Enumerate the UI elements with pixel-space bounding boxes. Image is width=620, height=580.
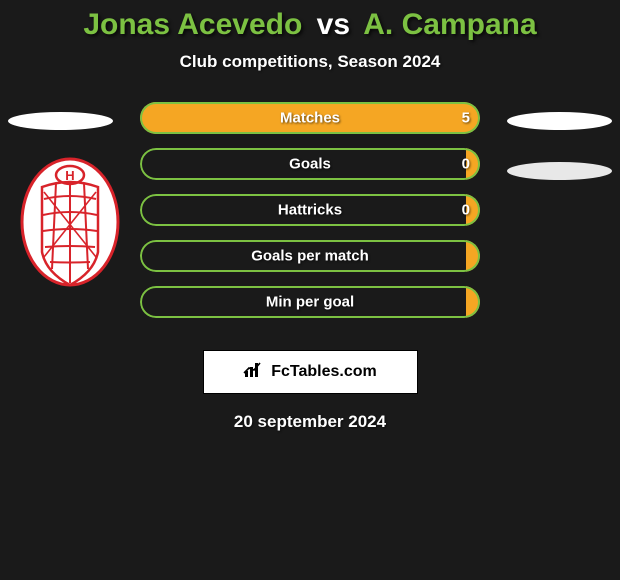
comparison-area: H Matches5Goals0Hattricks0Goals per matc… (0, 102, 620, 332)
chart-icon (243, 361, 265, 384)
stat-bar-row: Matches5 (140, 102, 480, 134)
stat-bar-row: Goals0 (140, 148, 480, 180)
stat-label: Min per goal (140, 294, 480, 311)
stat-label: Matches (140, 110, 480, 127)
stat-label: Goals per match (140, 248, 480, 265)
logo-text: FcTables.com (271, 363, 377, 381)
player2-photo-placeholder (507, 112, 612, 130)
stat-value-player2: 0 (462, 156, 470, 173)
player2-photo-placeholder-2 (507, 162, 612, 180)
stat-value-player2: 0 (462, 202, 470, 219)
player1-photo-placeholder (8, 112, 113, 130)
comparison-title: Jonas Acevedo vs A. Campana (0, 0, 620, 42)
stat-bar-row: Hattricks0 (140, 194, 480, 226)
stat-bar-row: Goals per match (140, 240, 480, 272)
stat-value-player2: 5 (462, 110, 470, 127)
stat-label: Goals (140, 156, 480, 173)
subtitle: Club competitions, Season 2024 (0, 52, 620, 72)
huracan-badge-icon: H (20, 157, 120, 287)
vs-text: vs (317, 8, 350, 41)
player2-name: A. Campana (363, 8, 536, 41)
fctables-logo: FcTables.com (203, 350, 418, 394)
player1-name: Jonas Acevedo (83, 8, 302, 41)
date-text: 20 september 2024 (0, 412, 620, 432)
stat-label: Hattricks (140, 202, 480, 219)
stat-bars: Matches5Goals0Hattricks0Goals per matchM… (140, 102, 480, 332)
stat-bar-row: Min per goal (140, 286, 480, 318)
club-badge: H (20, 157, 120, 287)
